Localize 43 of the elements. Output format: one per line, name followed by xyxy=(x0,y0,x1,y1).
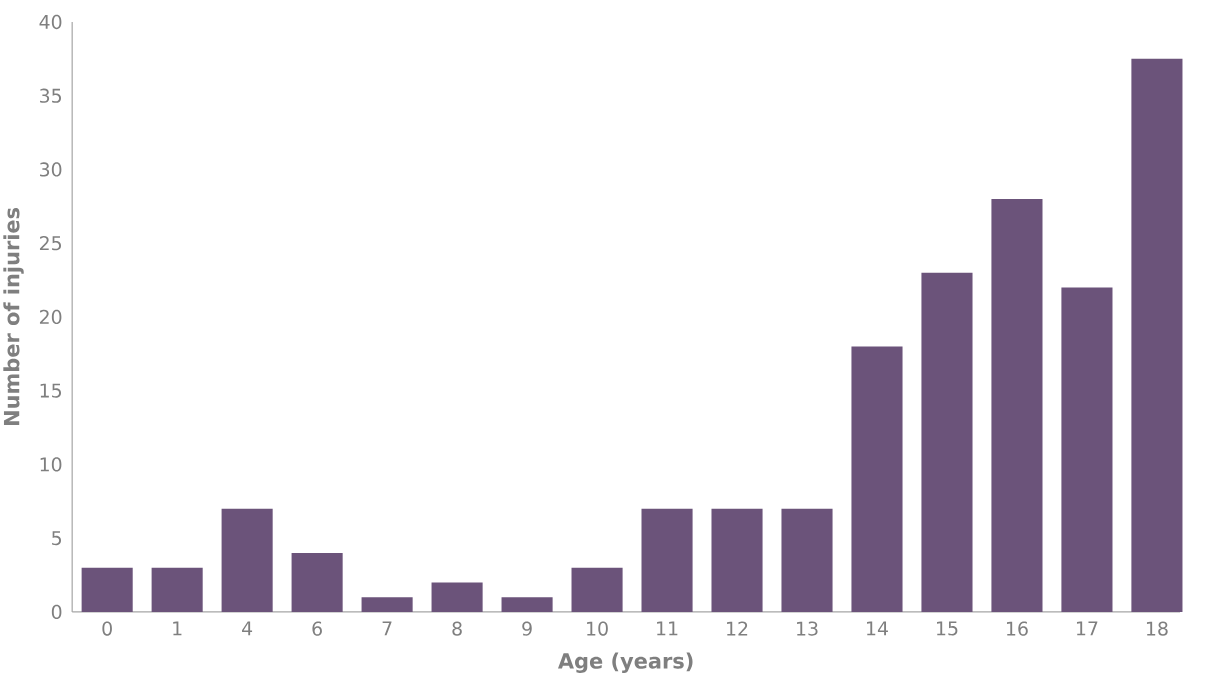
bar xyxy=(291,552,343,612)
x-tick-label: 18 xyxy=(1146,621,1168,636)
x-tick-label: 17 xyxy=(1076,621,1098,636)
bar xyxy=(501,597,553,612)
bar xyxy=(1131,58,1183,612)
x-tick-label: 0 xyxy=(102,621,112,636)
x-tick-label: 1 xyxy=(173,621,182,636)
x-axis-title: Age (years) xyxy=(557,652,693,674)
y-tick-label: 15 xyxy=(40,383,61,398)
y-tick-label: 35 xyxy=(40,88,61,103)
y-tick-label: 40 xyxy=(39,14,62,30)
y-axis-title: Number of injuries xyxy=(3,207,24,426)
bar xyxy=(431,582,483,612)
x-tick-label: 9 xyxy=(522,621,532,636)
bar xyxy=(221,508,273,612)
x-tick-label: 16 xyxy=(1007,621,1028,636)
bar xyxy=(361,597,413,612)
x-tick-label: 13 xyxy=(797,621,818,636)
y-tick-label: 5 xyxy=(52,531,61,546)
bar xyxy=(1061,287,1113,612)
x-tick-label: 12 xyxy=(727,621,748,636)
x-tick-label: 4 xyxy=(242,621,253,636)
y-tick-label: 0 xyxy=(51,604,62,620)
x-tick-label: 7 xyxy=(382,621,392,636)
y-tick-label: 30 xyxy=(40,162,62,177)
x-tick-label: 6 xyxy=(312,621,322,636)
bar xyxy=(641,508,693,612)
y-tick-label: 20 xyxy=(39,309,62,325)
bar xyxy=(781,508,833,612)
y-tick-label: 25 xyxy=(39,236,61,251)
y-tick-label: 10 xyxy=(40,457,62,472)
x-tick-label: 14 xyxy=(867,621,888,636)
bar xyxy=(711,508,763,612)
x-tick-label: 8 xyxy=(452,621,462,636)
bar xyxy=(151,567,203,612)
bar xyxy=(851,346,903,612)
bar xyxy=(81,567,133,612)
x-tick-label: 11 xyxy=(657,621,678,636)
bar xyxy=(921,272,973,612)
bar xyxy=(991,199,1043,612)
bar xyxy=(571,567,623,612)
x-tick-label: 15 xyxy=(937,621,958,636)
x-tick-label: 10 xyxy=(587,621,608,636)
